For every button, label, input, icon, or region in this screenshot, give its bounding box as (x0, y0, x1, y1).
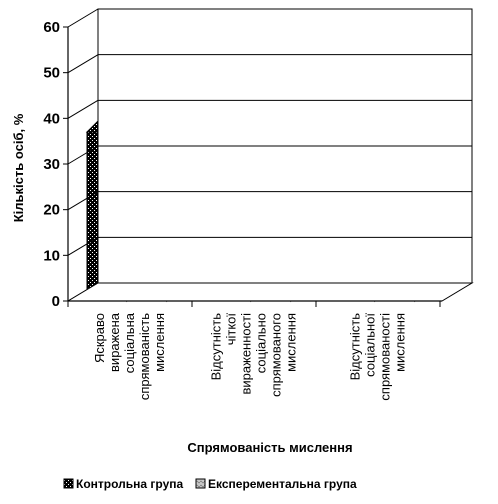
y-tick-label: 20 (43, 202, 60, 219)
grid-diagonal (67, 236, 99, 256)
x-category-label: Відсутність (348, 313, 363, 381)
x-category-label: соціально (254, 313, 269, 373)
x-category-label: соціальної (363, 313, 378, 377)
x-category-label: мислення (393, 313, 408, 372)
legend-swatch-0 (63, 478, 74, 489)
x-category-label: Відсутність (209, 313, 224, 381)
x-category-label: виражена (107, 312, 122, 372)
legend-swatch-1 (195, 478, 206, 489)
grid-diagonal (67, 99, 99, 119)
y-tick-label: 10 (43, 247, 60, 264)
legend-label-0: Контрольна група (76, 477, 183, 491)
y-tick-label: 30 (43, 156, 60, 173)
x-category-label: чіткої (224, 313, 239, 346)
floor (66, 282, 474, 302)
legend: Контрольна група Експерементальна група (63, 477, 357, 491)
x-category-label: спрямованого (269, 313, 284, 397)
y-axis-title: Кількість осіб, % (11, 113, 26, 222)
y-tick-label: 40 (43, 110, 60, 127)
x-category-label: соціальна (122, 312, 137, 373)
x-category-label: мислення (152, 313, 167, 372)
grid-diagonal (67, 191, 99, 211)
x-category-label: мислення (284, 313, 299, 372)
x-category-label: спрямованість (137, 313, 152, 400)
grid-diagonal (67, 8, 99, 28)
x-axis-title: Спрямованість мислення (187, 440, 352, 455)
grid-diagonal (67, 54, 99, 74)
x-category-label: вираженності (239, 313, 254, 395)
x-category-label: Яскраво (92, 313, 107, 363)
y-tick-label: 50 (43, 65, 60, 82)
y-tick-label: 0 (52, 293, 60, 310)
legend-label-1: Експерементальна група (208, 477, 357, 491)
grid-diagonal (67, 145, 99, 165)
y-tick-label: 60 (43, 19, 60, 36)
x-category-label: спрямованості (378, 313, 393, 401)
